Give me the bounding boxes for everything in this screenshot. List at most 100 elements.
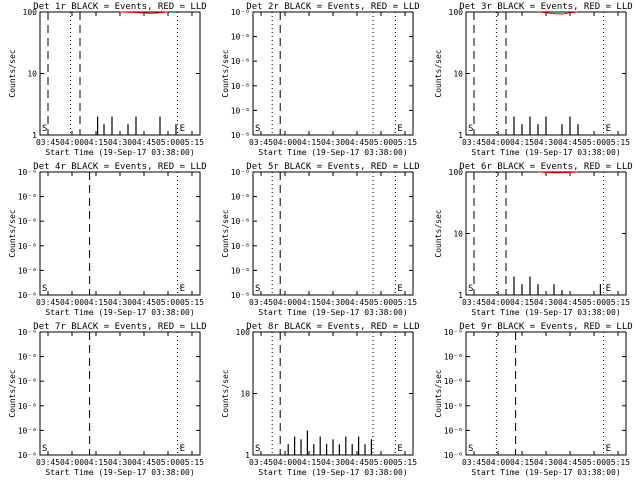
y-axis-label: Counts/sec: [8, 49, 17, 97]
x-axis-label: Start Time (19-Sep-17 03:38:00): [258, 308, 407, 317]
chart-panel-8: Det 8r BLACK = Events, RED = LLD Counts/s…: [221, 322, 420, 477]
plot-frame: [39, 11, 201, 136]
y-axis-label: Counts/sec: [434, 49, 443, 97]
x-tick-label: 04:15: [84, 298, 108, 307]
chart-title: Det 4r BLACK = Events, RED = LLD: [33, 162, 206, 172]
x-tick-label: 04:15: [510, 458, 534, 467]
x-tick-label: 04:00: [486, 138, 510, 147]
x-tick-label: 05:15: [180, 458, 204, 467]
y-tick-label: 10⁻⁶: [18, 266, 37, 275]
x-tick-label: 04:30: [534, 138, 558, 147]
y-tick-label: 100: [23, 8, 38, 17]
x-tick-label: 05:00: [369, 458, 393, 467]
chart-title: Det 5r BLACK = Events, RED = LLD: [246, 162, 419, 172]
x-tick-label: 04:30: [321, 138, 345, 147]
y-tick-label: 10⁻⁶: [18, 426, 37, 435]
y-tick-label: 1: [458, 131, 463, 140]
start-marker: S: [468, 284, 473, 294]
x-tick-label: 04:45: [558, 138, 582, 147]
x-tick-label: 04:00: [273, 298, 297, 307]
end-marker: E: [180, 124, 185, 134]
x-tick-label: 04:15: [84, 458, 108, 467]
y-tick-label: 10⁻⁶: [18, 451, 37, 460]
y-tick-label: 10⁻⁶: [18, 193, 37, 202]
y-tick-label: 1: [458, 291, 463, 300]
series-line-1: [537, 171, 579, 174]
y-tick-label: 10⁻⁶: [18, 168, 37, 177]
x-tick-label: 05:15: [393, 138, 417, 147]
x-tick-label: 04:30: [108, 138, 132, 147]
chart-panel-9: Det 9r BLACK = Events, RED = LLD Counts/s…: [434, 322, 633, 477]
y-tick-label: 10⁻⁶: [18, 328, 37, 337]
y-tick-label: 10⁻⁶: [231, 82, 250, 91]
y-tick-label: 100: [236, 328, 251, 337]
x-tick-label: 05:15: [393, 458, 417, 467]
chart-panel-6: Det 6r BLACK = Events, RED = LLD Counts/s…: [434, 162, 633, 317]
x-tick-label: 03:45: [249, 138, 273, 147]
x-tick-label: 04:30: [534, 298, 558, 307]
x-tick-label: 04:45: [132, 138, 156, 147]
y-tick-label: 10⁻⁶: [444, 402, 463, 411]
end-marker: E: [180, 284, 185, 294]
chart-title: Det 9r BLACK = Events, RED = LLD: [459, 322, 632, 332]
y-tick-label: 10: [453, 230, 463, 239]
chart-panel-5: Det 5r BLACK = Events, RED = LLD Counts/s…: [221, 162, 420, 317]
start-marker: S: [42, 284, 47, 294]
end-marker: E: [606, 444, 611, 454]
y-tick-label: 10⁻⁶: [231, 193, 250, 202]
y-tick-label: 10⁻⁶: [231, 33, 250, 42]
x-tick-label: 05:00: [582, 138, 606, 147]
y-axis-label: Counts/sec: [434, 209, 443, 257]
x-axis-label: Start Time (19-Sep-17 03:38:00): [45, 468, 194, 477]
chart-panel-1: Det 1r BLACK = Events, RED = LLD Counts/s…: [8, 2, 207, 157]
y-tick-label: 10⁻⁶: [231, 291, 250, 300]
x-tick-label: 05:00: [369, 298, 393, 307]
x-axis-label: Start Time (19-Sep-17 03:38:00): [258, 468, 407, 477]
y-tick-label: 10: [453, 70, 463, 79]
y-tick-label: 10⁻⁶: [231, 8, 250, 17]
x-tick-label: 04:00: [60, 298, 84, 307]
x-tick-label: 03:45: [36, 458, 60, 467]
x-tick-label: 04:45: [558, 458, 582, 467]
chart-panel-7: Det 7r BLACK = Events, RED = LLD Counts/s…: [8, 322, 207, 477]
y-axis-label: Counts/sec: [221, 209, 230, 257]
plot-frame: [465, 331, 627, 456]
plot-frame: [252, 171, 414, 296]
y-tick-label: 1: [245, 451, 250, 460]
y-tick-label: 1: [32, 131, 37, 140]
chart-title: Det 6r BLACK = Events, RED = LLD: [459, 162, 632, 172]
x-tick-label: 03:45: [462, 298, 486, 307]
start-marker: S: [468, 124, 473, 134]
x-tick-label: 04:00: [486, 298, 510, 307]
x-axis-label: Start Time (19-Sep-17 03:38:00): [45, 148, 194, 157]
y-tick-label: 10⁻⁶: [444, 426, 463, 435]
chart-title: Det 2r BLACK = Events, RED = LLD: [246, 2, 419, 12]
x-tick-label: 05:15: [606, 138, 630, 147]
x-tick-label: 05:00: [582, 458, 606, 467]
plot-frame: [465, 171, 627, 296]
start-marker: S: [42, 124, 47, 134]
start-marker: S: [255, 124, 260, 134]
x-tick-label: 04:45: [345, 298, 369, 307]
y-tick-label: 10⁻⁶: [231, 57, 250, 66]
x-axis-label: Start Time (19-Sep-17 03:38:00): [471, 148, 620, 157]
y-tick-label: 10⁻⁶: [444, 328, 463, 337]
y-tick-label: 10⁻⁶: [444, 451, 463, 460]
x-tick-label: 03:45: [36, 138, 60, 147]
y-axis-label: Counts/sec: [434, 369, 443, 417]
y-tick-label: 100: [449, 8, 464, 17]
chart-title: Det 1r BLACK = Events, RED = LLD: [33, 2, 206, 12]
x-tick-label: 04:45: [558, 298, 582, 307]
x-tick-label: 04:00: [273, 458, 297, 467]
y-tick-label: 10⁻⁶: [444, 377, 463, 386]
x-tick-label: 03:45: [462, 138, 486, 147]
y-tick-label: 10⁻⁶: [231, 131, 250, 140]
x-tick-label: 05:15: [180, 298, 204, 307]
chart-title: Det 3r BLACK = Events, RED = LLD: [459, 2, 632, 12]
y-tick-label: 10⁻⁶: [18, 242, 37, 251]
x-tick-label: 04:30: [534, 458, 558, 467]
y-tick-label: 10: [240, 390, 250, 399]
y-tick-label: 10⁻⁶: [231, 242, 250, 251]
x-tick-label: 04:00: [486, 458, 510, 467]
y-tick-label: 10⁻⁶: [18, 353, 37, 362]
